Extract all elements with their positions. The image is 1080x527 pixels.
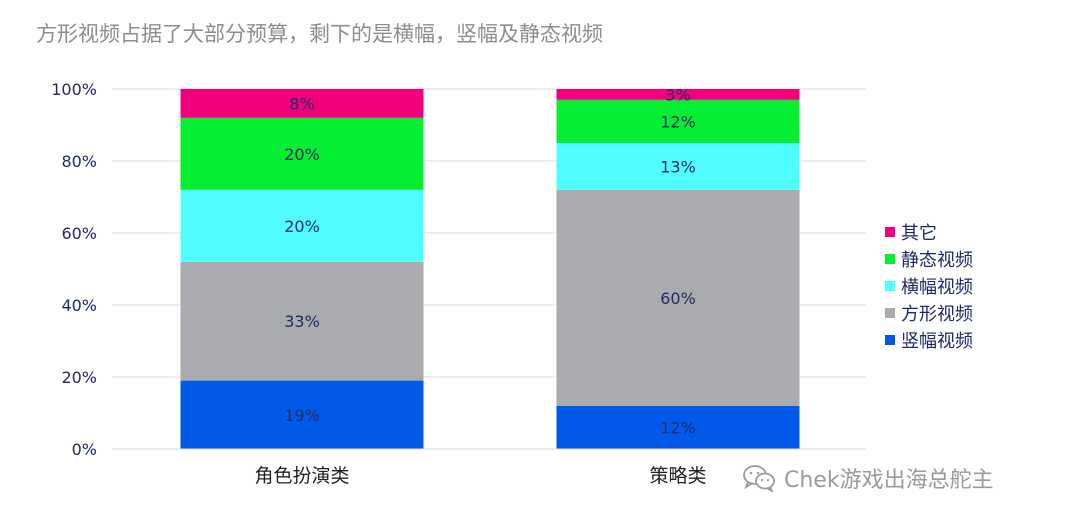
legend-item: 方形视频 [885,299,973,326]
data-label: 13% [660,157,696,176]
bar-segment [556,99,800,143]
y-tick-label: 40% [61,296,97,315]
data-label: 12% [660,112,696,131]
legend-item: 其它 [885,218,973,245]
bar-segment [556,143,800,190]
data-label: 60% [660,289,696,308]
legend-item: 静态视频 [885,245,973,272]
bar-segment [180,261,424,381]
legend-label: 静态视频 [901,249,973,271]
bar-segment [556,189,800,406]
data-label: 20% [284,217,320,236]
data-label: 19% [284,406,320,425]
bar-segment [180,189,424,262]
legend-swatch [885,307,895,318]
legend-item: 竖幅视频 [885,326,973,353]
bar-segment [180,89,424,118]
y-tick-label: 0% [72,440,97,459]
data-label: 20% [284,145,320,164]
watermark-text: Chek游戏出海总舵主 [784,468,994,493]
legend-label: 横幅视频 [901,276,973,298]
bar-segment [180,380,424,449]
data-label: 12% [660,418,696,437]
legend-label: 其它 [901,222,937,244]
y-tick-label: 60% [61,224,97,243]
x-tick-label: 角色扮演类 [254,465,349,487]
data-label: 8% [289,94,314,113]
y-tick-label: 20% [61,368,97,387]
wechat-icon [743,465,775,492]
watermark: Chek游戏出海总舵主 [742,462,994,494]
legend-label: 竖幅视频 [901,330,973,352]
legend-swatch [885,280,895,291]
data-label: 3% [665,85,690,104]
y-tick-label: 100% [51,80,97,99]
legend-swatch [885,334,895,345]
legend-item: 横幅视频 [885,272,973,299]
x-axis-ticks: 角色扮演类 策略类 [112,448,866,487]
legend-label: 方形视频 [901,303,973,325]
x-tick-label: 策略类 [649,465,706,487]
bar-segment [180,117,424,190]
y-axis-ticks: 0% 20% 40% 60% 80% 100% [51,80,97,459]
bar-segment [556,89,800,100]
legend-swatch [885,253,895,264]
chart-title: 方形视频占据了大部分预算，剩下的是横幅，竖幅及静态视频 [36,22,603,46]
stacked-bar-chart: 0%20%40%60%80%100% 19%33%20%20%8%12%60%1… [51,80,866,487]
legend: 其它静态视频横幅视频方形视频竖幅视频 [885,218,973,353]
bar-stacks: 19% 33% 20% 20% 8% 12% 60% 13% 12% 3% [180,85,800,449]
legend-swatch [885,226,895,237]
y-tick-label: 80% [61,152,97,171]
data-label: 33% [284,312,320,331]
bar-segment [556,405,800,449]
